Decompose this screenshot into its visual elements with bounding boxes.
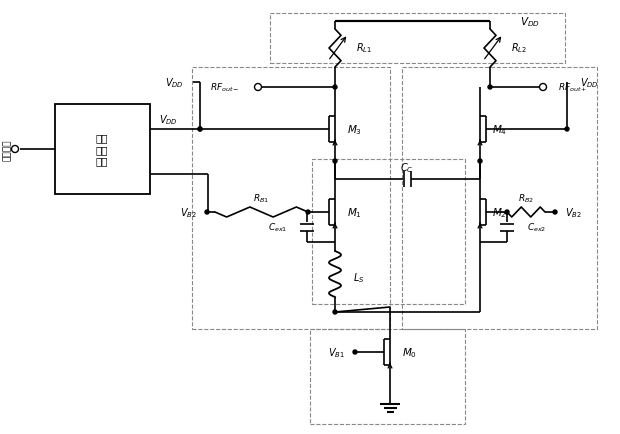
Circle shape <box>306 210 310 214</box>
Circle shape <box>333 160 337 164</box>
Text: $M_2$: $M_2$ <box>492 206 507 220</box>
Circle shape <box>205 210 209 214</box>
Bar <box>55 105 150 194</box>
Text: $R_{L1}$: $R_{L1}$ <box>356 41 372 55</box>
Circle shape <box>478 160 482 164</box>
Circle shape <box>505 210 509 214</box>
Text: $R_{B1}$: $R_{B1}$ <box>254 192 270 205</box>
Circle shape <box>488 86 492 90</box>
Circle shape <box>333 86 337 90</box>
Text: 射频输入: 射频输入 <box>2 139 12 161</box>
Circle shape <box>198 128 202 132</box>
Circle shape <box>553 210 557 214</box>
Text: $R_{L2}$: $R_{L2}$ <box>511 41 527 55</box>
Bar <box>310 329 465 424</box>
Circle shape <box>565 128 569 132</box>
Text: $M_3$: $M_3$ <box>347 123 362 137</box>
Bar <box>270 14 565 64</box>
Text: $C_C$: $C_C$ <box>401 161 414 174</box>
Circle shape <box>198 128 202 132</box>
Text: $V_{DD}$: $V_{DD}$ <box>520 15 540 29</box>
Text: $L_S$: $L_S$ <box>353 270 365 284</box>
Text: 输入
匹配
网络: 输入 匹配 网络 <box>95 133 108 166</box>
Circle shape <box>353 350 357 354</box>
Text: $M_4$: $M_4$ <box>492 123 507 137</box>
Text: $V_{B2}$: $V_{B2}$ <box>180 206 197 220</box>
Text: $V_{DD}$: $V_{DD}$ <box>165 76 184 90</box>
Text: $RF_{out-}$: $RF_{out-}$ <box>210 82 240 94</box>
Text: $C_{ex2}$: $C_{ex2}$ <box>527 221 546 234</box>
Bar <box>192 68 390 329</box>
Text: $C_{ex1}$: $C_{ex1}$ <box>268 221 287 234</box>
Text: $RF_{out+}$: $RF_{out+}$ <box>558 82 588 94</box>
Text: $V_{B2}$: $V_{B2}$ <box>565 206 582 220</box>
Text: $M_0$: $M_0$ <box>402 345 417 359</box>
Text: $M_1$: $M_1$ <box>347 206 362 220</box>
Text: $V_{DD}$: $V_{DD}$ <box>159 113 177 127</box>
Text: $R_{B2}$: $R_{B2}$ <box>518 192 534 205</box>
Bar <box>402 68 597 329</box>
Circle shape <box>333 310 337 314</box>
Text: $V_{DD}$: $V_{DD}$ <box>580 76 599 90</box>
Text: $V_{B1}$: $V_{B1}$ <box>328 345 345 359</box>
Bar <box>312 160 465 304</box>
